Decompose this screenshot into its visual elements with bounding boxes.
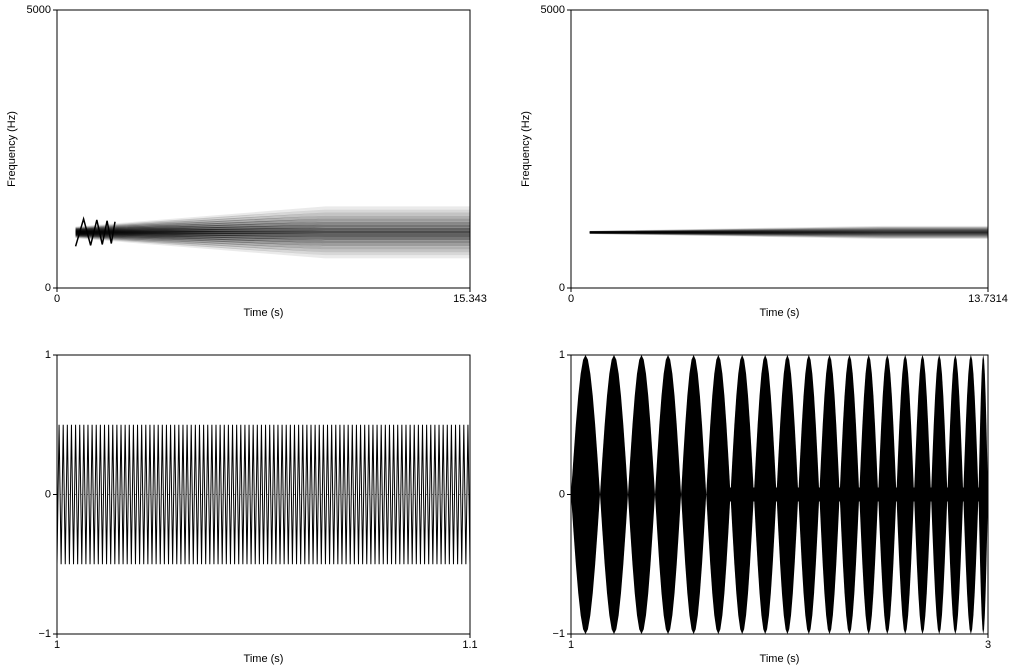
x-tick-label: 3 — [985, 639, 991, 651]
x-tick-label: 13.7314 — [968, 293, 1008, 305]
y-tick-label: −1 — [552, 628, 565, 640]
x-tick-label: 1 — [568, 639, 574, 651]
spectral-band — [75, 233, 470, 250]
spectral-band — [589, 231, 988, 239]
y-tick-label: 5000 — [541, 4, 565, 16]
y-tick-label: 1 — [45, 349, 51, 361]
x-axis-label: Time (s) — [760, 653, 800, 665]
spectral-band — [75, 234, 470, 253]
beat-lobe — [627, 355, 655, 634]
beat-lobe — [681, 355, 707, 634]
spectral-band — [589, 226, 988, 233]
x-axis-label: Time (s) — [244, 653, 284, 665]
spectral-band — [75, 218, 470, 232]
y-axis-label: Frequency (Hz) — [6, 111, 18, 187]
spectral-band — [75, 224, 470, 233]
beat-core — [716, 487, 988, 502]
spectral-band — [589, 231, 988, 238]
beat-lobe — [654, 355, 682, 634]
plot-frame — [56, 9, 471, 289]
beat-lobe — [571, 355, 600, 634]
spectral-band — [589, 225, 988, 233]
x-axis-label: Time (s) — [244, 307, 284, 319]
spectral-band — [75, 206, 470, 230]
x-axis-label: Time (s) — [760, 307, 800, 319]
spectral-band — [589, 230, 988, 234]
y-tick-label: 0 — [559, 282, 565, 294]
x-tick-label: 15.343 — [453, 293, 487, 305]
spectral-band — [75, 233, 470, 247]
y-tick-label: 5000 — [27, 4, 51, 16]
y-tick-label: 1 — [559, 349, 565, 361]
y-axis-label: Frequency (Hz) — [520, 111, 532, 187]
spectral-band — [75, 221, 470, 233]
spectral-band — [75, 209, 470, 231]
spectral-band — [589, 228, 988, 234]
y-tick-label: 0 — [45, 282, 51, 294]
spectral-band — [75, 235, 470, 259]
y-tick-label: 0 — [45, 488, 51, 500]
x-tick-label: 0 — [54, 293, 60, 305]
y-tick-label: −1 — [38, 628, 51, 640]
waveform — [56, 424, 471, 565]
x-tick-label: 1.1 — [462, 639, 477, 651]
x-tick-label: 0 — [568, 293, 574, 305]
spectral-band — [75, 212, 470, 231]
y-tick-label: 0 — [559, 488, 565, 500]
spectral-band — [589, 229, 988, 234]
plot-frame — [570, 9, 989, 289]
spectral-onset — [74, 216, 116, 247]
spectral-band — [75, 215, 470, 232]
spectral-band — [75, 234, 470, 256]
x-tick-label: 1 — [54, 639, 60, 651]
